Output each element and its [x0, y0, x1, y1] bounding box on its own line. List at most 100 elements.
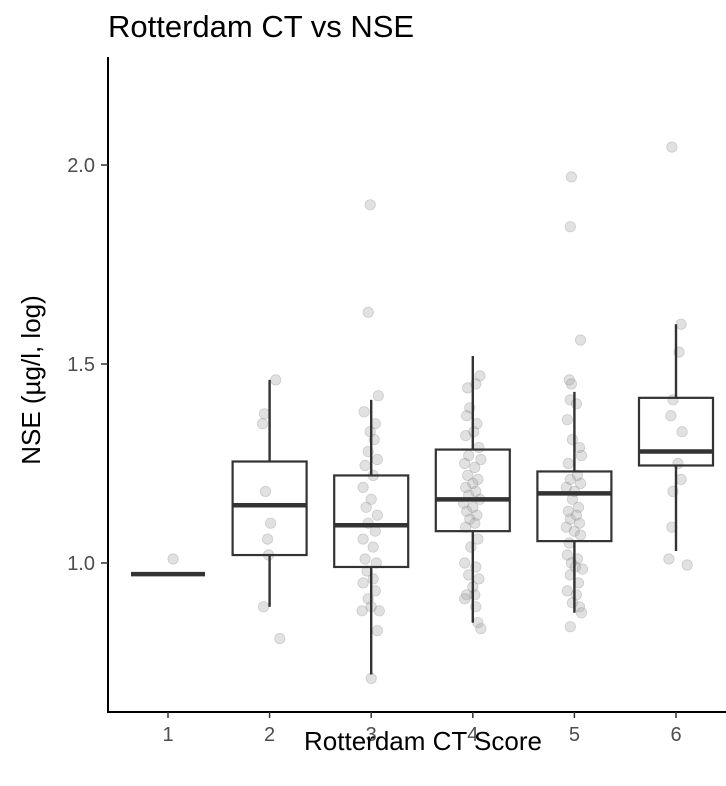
y-axis-title: NSE (µg/l, log) — [16, 295, 46, 465]
data-point — [359, 553, 371, 565]
data-point — [459, 457, 471, 470]
data-point — [371, 453, 383, 466]
chart-title: Rotterdam CT vs NSE — [108, 9, 414, 44]
data-point — [461, 410, 473, 422]
data-point — [256, 418, 269, 430]
data-point — [665, 410, 677, 422]
data-point — [574, 477, 587, 489]
data-point — [563, 374, 575, 386]
data-point — [362, 306, 374, 318]
data-point — [459, 557, 471, 569]
data-point — [561, 585, 573, 597]
data-point — [459, 593, 471, 605]
data-point — [371, 625, 383, 637]
data-point — [274, 632, 286, 645]
data-point — [469, 589, 481, 601]
data-point — [357, 481, 369, 493]
y-tick-label: 1.5 — [67, 354, 95, 376]
data-point — [564, 473, 576, 485]
jitter-points — [167, 141, 693, 685]
data-point — [663, 553, 675, 565]
boxes — [131, 324, 715, 675]
box-body — [434, 448, 511, 533]
data-point — [562, 505, 574, 517]
data-point — [367, 573, 379, 585]
data-point — [469, 517, 481, 529]
data-point — [467, 477, 479, 489]
data-point — [568, 525, 581, 537]
data-point — [462, 469, 474, 481]
data-point — [460, 481, 472, 493]
data-point — [264, 517, 277, 529]
data-point — [666, 141, 678, 153]
box-body — [536, 470, 613, 543]
data-point — [364, 199, 376, 211]
x-tick-label: 4 — [467, 724, 478, 746]
data-point — [471, 509, 483, 521]
data-point — [576, 563, 589, 575]
box-5 — [536, 391, 613, 613]
box-body — [333, 474, 410, 569]
data-point — [365, 493, 377, 505]
data-point — [465, 541, 477, 553]
data-point — [372, 390, 384, 402]
data-point — [474, 370, 486, 382]
data-point — [571, 469, 584, 481]
data-point — [357, 533, 369, 545]
data-point — [356, 605, 368, 617]
data-point — [675, 318, 687, 330]
data-point — [470, 485, 482, 497]
data-point — [564, 621, 576, 633]
data-point — [574, 529, 587, 541]
y-tick-label: 2.0 — [67, 155, 95, 177]
x-tick-label: 1 — [162, 724, 173, 746]
data-point — [565, 378, 578, 390]
box-3 — [333, 399, 410, 675]
box-body — [231, 460, 308, 557]
data-point — [564, 513, 576, 525]
data-point — [167, 553, 179, 565]
data-point — [565, 171, 578, 183]
y-tick-label: 1.0 — [67, 553, 95, 575]
data-point — [475, 623, 487, 635]
data-point — [475, 453, 487, 466]
data-point — [367, 541, 379, 553]
data-point — [467, 501, 479, 513]
data-point — [561, 549, 573, 561]
data-point — [369, 525, 381, 537]
data-point — [371, 509, 383, 521]
data-point — [357, 577, 369, 589]
data-point — [675, 473, 687, 485]
data-point — [681, 559, 693, 571]
data-point — [563, 537, 575, 549]
data-point — [460, 521, 472, 533]
data-point — [575, 449, 588, 462]
data-point — [259, 485, 272, 497]
data-point — [469, 461, 481, 474]
data-point — [572, 501, 585, 513]
data-point — [464, 513, 476, 525]
data-point — [472, 473, 484, 485]
data-point — [676, 426, 688, 438]
data-point — [358, 406, 370, 418]
data-point — [258, 408, 271, 420]
data-point — [359, 459, 371, 472]
x-tick-label: 2 — [264, 724, 275, 746]
x-axis-title: Rotterdam CT Score — [304, 726, 542, 756]
data-point — [672, 457, 684, 470]
data-point — [561, 414, 573, 426]
data-point — [360, 501, 372, 513]
box-4 — [434, 356, 511, 623]
data-point — [261, 533, 274, 545]
data-point — [570, 509, 583, 521]
data-point — [575, 607, 588, 619]
data-point — [365, 672, 377, 685]
data-point — [560, 521, 572, 533]
data-point — [473, 441, 485, 454]
data-point — [574, 334, 587, 346]
data-point — [270, 374, 282, 386]
box-body — [637, 396, 715, 467]
x-tick-label: 6 — [670, 724, 681, 746]
data-point — [564, 221, 576, 233]
